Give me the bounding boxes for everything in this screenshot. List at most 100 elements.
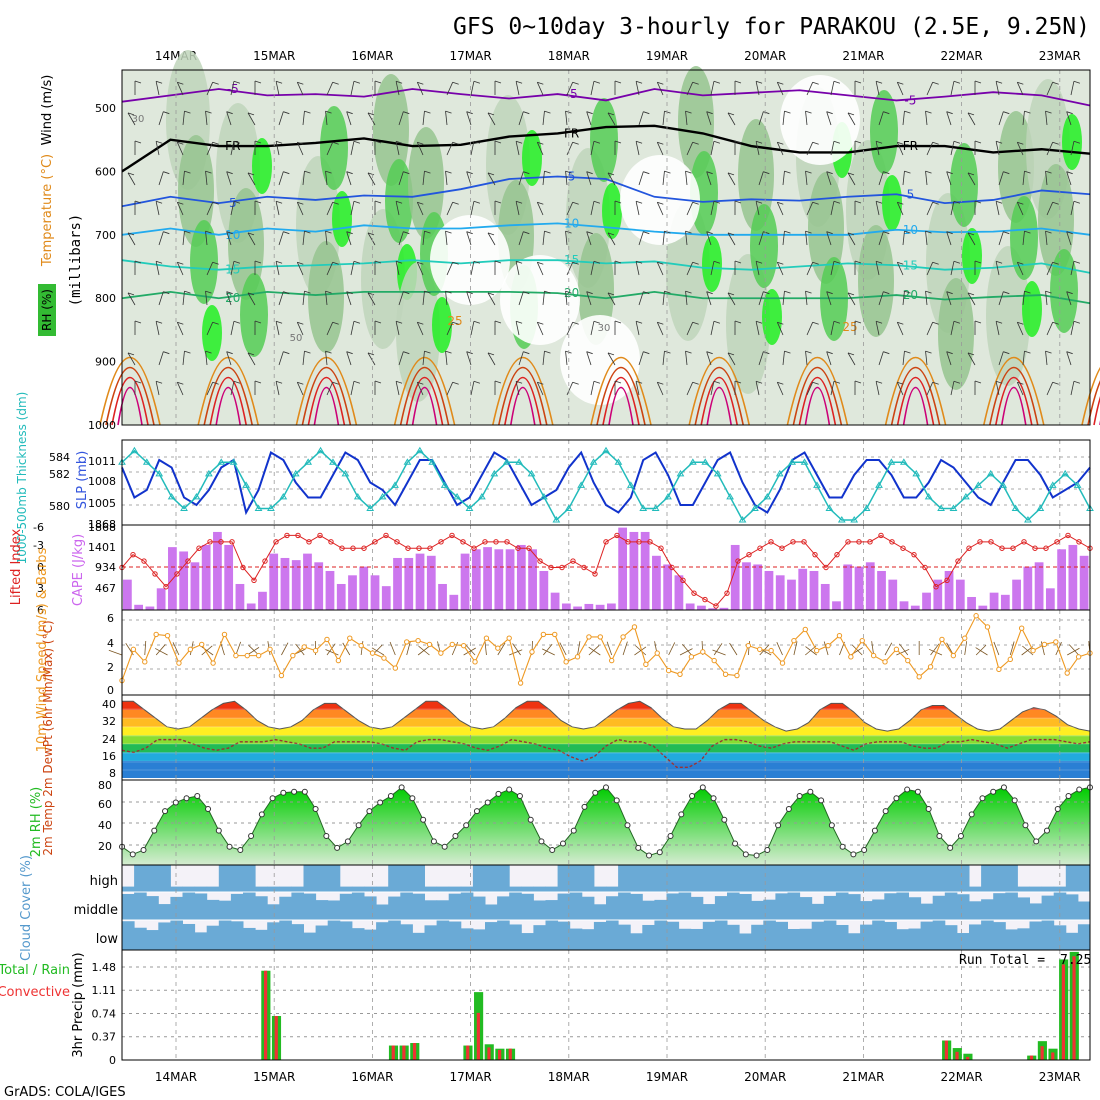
wind-barb-flag — [247, 292, 255, 296]
wind-barb-flag — [254, 80, 262, 84]
lifted-index-marker — [405, 545, 411, 551]
wind-barb — [875, 381, 880, 396]
wind-barb-flag — [417, 201, 424, 205]
wind-barb-flag — [134, 80, 142, 84]
wind-barb — [635, 201, 640, 216]
cape-bar — [269, 553, 279, 610]
wind-barb — [1022, 231, 1025, 246]
wind-barb — [805, 111, 808, 126]
wind-barb — [902, 231, 905, 246]
cape-bar — [584, 603, 594, 610]
thickness-marker — [664, 492, 672, 500]
wind-barb-flag — [1052, 141, 1059, 145]
wind-barb — [536, 82, 544, 96]
wind-barb — [342, 642, 351, 656]
wind-barb-flag — [1045, 110, 1052, 114]
rh2m-marker — [968, 811, 975, 818]
isotherm-line — [121, 259, 1091, 274]
isotherm-line — [121, 88, 1091, 107]
warm-isotherm — [1001, 387, 1027, 426]
wind-barb — [830, 321, 835, 336]
wind-barb — [418, 645, 430, 656]
wind-speed-marker — [677, 671, 683, 678]
rh-shade-region — [1022, 281, 1042, 337]
wind-barb — [275, 141, 280, 156]
cape-bar — [595, 604, 605, 610]
rh2m-marker — [237, 847, 244, 854]
cloud-cover-bar — [1029, 886, 1043, 892]
wind-speed-marker — [415, 637, 421, 644]
lifted-index-marker — [999, 545, 1005, 551]
wind-barb — [518, 171, 524, 186]
wind-speed-marker — [1041, 641, 1048, 648]
isotherm-line — [121, 124, 1091, 173]
thickness-marker — [242, 481, 250, 488]
thickness-marker — [924, 492, 933, 500]
lifted-index-marker — [889, 539, 895, 545]
wind-barb-flag — [995, 260, 1003, 264]
wind-speed-marker — [563, 659, 569, 665]
cape-bar — [618, 527, 628, 610]
cloud-cover-bar — [606, 896, 619, 920]
wind-speed-marker — [210, 660, 216, 666]
wind-barb-flag — [1073, 260, 1081, 264]
rh2m-marker — [893, 795, 900, 802]
cloud-cover-bar — [666, 865, 680, 892]
cloud-cover-bar — [400, 865, 413, 892]
wind-barb-flag — [897, 381, 904, 385]
wind-barb — [367, 292, 376, 306]
rh2m-area — [122, 787, 1090, 865]
wind-barb — [346, 351, 352, 366]
cape-bar — [764, 570, 774, 610]
rh2m-marker — [635, 844, 642, 851]
wind-barb-flag — [254, 200, 262, 204]
wind-barb-flag — [134, 140, 142, 144]
cape-tick-label: 1868 — [88, 521, 116, 534]
wind-barb-flag — [1066, 111, 1073, 115]
lifted-index-marker — [1043, 545, 1049, 551]
thickness-marker — [155, 469, 164, 477]
wind-barb-flag — [353, 200, 361, 204]
wind-barb-flag — [515, 320, 523, 324]
run-total-value: 7.25 — [1060, 953, 1091, 968]
wind-barb-flag — [1024, 290, 1031, 294]
cape-bar — [933, 579, 943, 610]
wind-barb-flag — [247, 232, 255, 236]
wind-barb — [776, 262, 784, 276]
wind-barb — [395, 261, 400, 276]
thickness-marker — [502, 458, 511, 465]
date-tick-label-top: 19MAR — [646, 49, 688, 63]
cloud-cover-bar — [581, 865, 595, 892]
lifted-index-marker — [911, 551, 917, 558]
wind-barb-flag — [1024, 230, 1031, 234]
rh-shade-region — [750, 204, 778, 288]
rh2m-marker — [581, 803, 588, 810]
wind-barb — [926, 82, 934, 96]
wind-barb-flag — [932, 141, 939, 145]
wind-barb-flag — [995, 320, 1003, 324]
lifted-index-marker — [614, 532, 620, 539]
lifted-index-marker — [944, 577, 950, 584]
wind-barb — [686, 142, 694, 156]
precip-convective-bar — [487, 1047, 491, 1060]
cape-bar — [415, 553, 425, 610]
wind-barb — [995, 141, 1000, 156]
wind-barb — [155, 321, 160, 336]
isotherm-label: 15 — [225, 263, 240, 277]
cloud-cover-bar — [448, 886, 462, 892]
wind-barb — [1046, 142, 1054, 156]
rh2m-marker — [430, 838, 437, 845]
warm-isotherm — [411, 387, 438, 426]
upper-air-frame — [121, 69, 1091, 426]
wind-barb-flag — [657, 321, 664, 325]
cloud-cover-bar — [327, 900, 341, 920]
cloud-cover-bar — [533, 900, 546, 920]
thickness-marker — [204, 469, 213, 477]
wind-barb — [806, 322, 814, 336]
wind-barb — [806, 82, 814, 96]
wind-barb-flag — [777, 381, 784, 385]
cloud-cover-bar — [424, 900, 438, 920]
wind-barb-flag — [445, 110, 452, 114]
wind-barb-flag — [1073, 80, 1081, 84]
cape-tick-label: 934 — [95, 561, 116, 574]
